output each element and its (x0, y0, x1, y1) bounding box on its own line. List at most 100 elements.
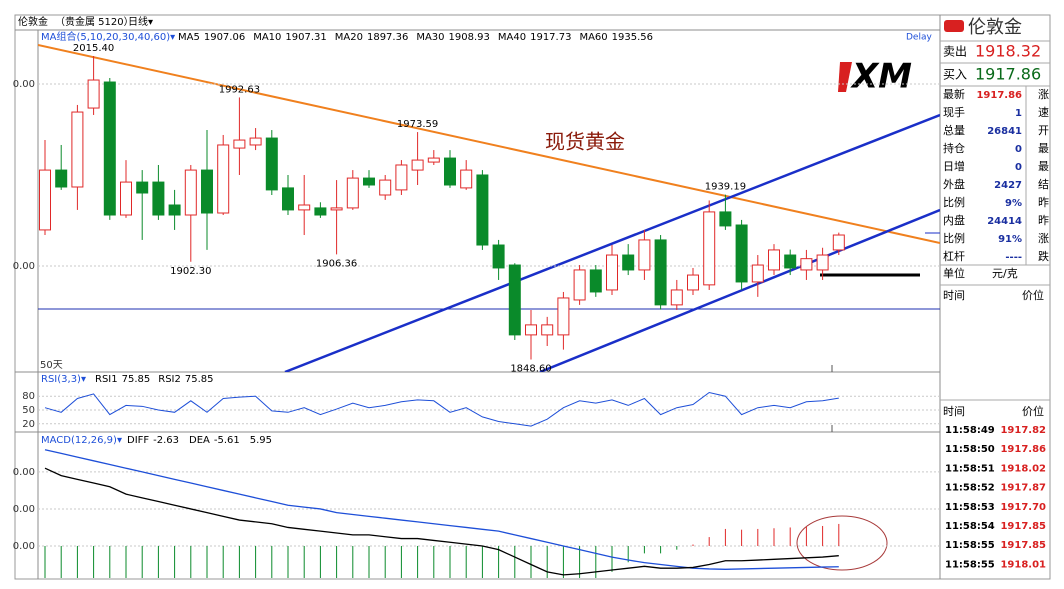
candle-body (395, 164, 408, 191)
quote-label: 结 (1038, 178, 1049, 191)
candle-body (249, 137, 262, 146)
layer (44, 449, 840, 578)
ma-name: MA20 (335, 32, 363, 43)
price-header: 价位 (1022, 404, 1044, 418)
candle-body (832, 234, 845, 251)
tick-price: 1917.87 (1000, 483, 1046, 494)
quote-label: 跌 (1038, 249, 1049, 263)
quote-value: 9% (1005, 198, 1022, 209)
candle-body (541, 324, 554, 336)
tick-price: 1917.82 (1000, 425, 1046, 436)
trendline (284, 113, 940, 372)
period-label: 50天 (40, 360, 63, 371)
ma-value: 1935.56 (612, 32, 653, 43)
quote-label: 涨 (1038, 232, 1049, 245)
tick-time: 11:58:49 (945, 425, 995, 436)
candle-body (103, 81, 116, 216)
price-header: 价位 (1022, 288, 1044, 302)
candle-body (508, 264, 521, 336)
candle-body (784, 254, 797, 269)
rsi-line (44, 391, 839, 427)
macd-reading: -2.63 (153, 435, 179, 446)
candle-body (719, 211, 732, 227)
time-header: 时间 (943, 405, 965, 418)
candle-body (638, 239, 651, 271)
quote-label: 最 (1038, 160, 1049, 173)
frame (14, 14, 1051, 580)
candle-body (573, 269, 586, 301)
delay: Delay (906, 33, 932, 43)
candle-body (622, 254, 635, 271)
price-annotation: 1848.60 (510, 363, 551, 374)
quote-label: 总量 (943, 123, 965, 137)
tick-time: 11:58:54 (945, 521, 995, 532)
quote-value: 0 (1015, 144, 1022, 155)
candle-body (217, 144, 230, 214)
dea-line (44, 449, 839, 570)
quote-label: 涨 (1038, 88, 1049, 101)
quote-value: 2427 (994, 180, 1022, 191)
logo-text: XM (850, 57, 912, 97)
tick-time: 11:58:53 (945, 502, 995, 513)
y-tick-label: 0.00 (13, 467, 35, 478)
candle-body (120, 181, 132, 216)
quote-value: 0 (1015, 162, 1022, 173)
logo: XM (836, 55, 924, 97)
market: （贵金属 5120） (55, 15, 134, 28)
quote-label: 最新 (943, 87, 965, 101)
candle-body (768, 249, 780, 271)
candle-body (654, 239, 667, 306)
tick-time: 11:58:50 (945, 444, 995, 455)
candle-body (330, 207, 343, 211)
period-select[interactable]: 日线▾ (128, 15, 153, 28)
candle-body (460, 169, 473, 189)
ma-name: MA60 (579, 32, 607, 43)
quote-title: 伦敦金 (968, 17, 1022, 38)
quote-label: 开 (1038, 124, 1049, 137)
y-tick-label: 0.00 (13, 541, 35, 552)
candle-body (201, 169, 213, 214)
tick-price: 1917.86 (1000, 444, 1046, 455)
candle-body (298, 204, 311, 211)
y-tick-label: 20 (22, 419, 35, 430)
price-annotation: 1939.19 (705, 182, 746, 193)
buy-price: 1917.86 (975, 65, 1041, 84)
ma-name: MA10 (253, 32, 281, 43)
trendline (539, 208, 940, 372)
sell-price: 1918.32 (975, 42, 1041, 61)
trendline (38, 44, 940, 244)
drawings (38, 44, 940, 372)
macd-title[interactable]: MACD(12,26,9)▾ (41, 435, 122, 446)
tick-time: 11:58:55 (945, 559, 995, 570)
price-annotation: 1992.63 (219, 84, 260, 95)
rsi-title[interactable]: RSI(3,3)▾ (41, 374, 86, 385)
ma-value: 1897.36 (367, 32, 408, 43)
candle-body (411, 159, 424, 171)
ma-value: 1907.06 (204, 32, 245, 43)
symbol: 伦敦金 (18, 15, 48, 28)
quote-value: 1917.86 (976, 90, 1022, 101)
candle-body (557, 297, 570, 336)
candle-body (168, 204, 181, 216)
candle-body (87, 79, 100, 109)
price-annotation: 2015.40 (73, 43, 114, 54)
tick-time: 11:58:52 (945, 483, 995, 494)
candle-body (314, 207, 327, 216)
watermark: 现货黄金 (545, 130, 625, 154)
highlight-circle (796, 515, 888, 571)
candle-body (735, 224, 748, 283)
ma-title[interactable]: MA组合(5,10,20,30,40,60)▾ (41, 30, 175, 43)
candle-body (670, 289, 683, 306)
sell-label: 卖出 (943, 45, 967, 59)
badge (944, 20, 964, 32)
y-tick-label: 0.00 (13, 504, 35, 515)
ma-name: MA5 (178, 32, 200, 43)
candle-body (265, 137, 278, 191)
unit: 元/克 (992, 267, 1018, 280)
macd-reading: -5.61 (214, 435, 240, 446)
candle-body (476, 174, 489, 246)
candle-body (282, 187, 294, 211)
logo-mark (838, 62, 852, 92)
